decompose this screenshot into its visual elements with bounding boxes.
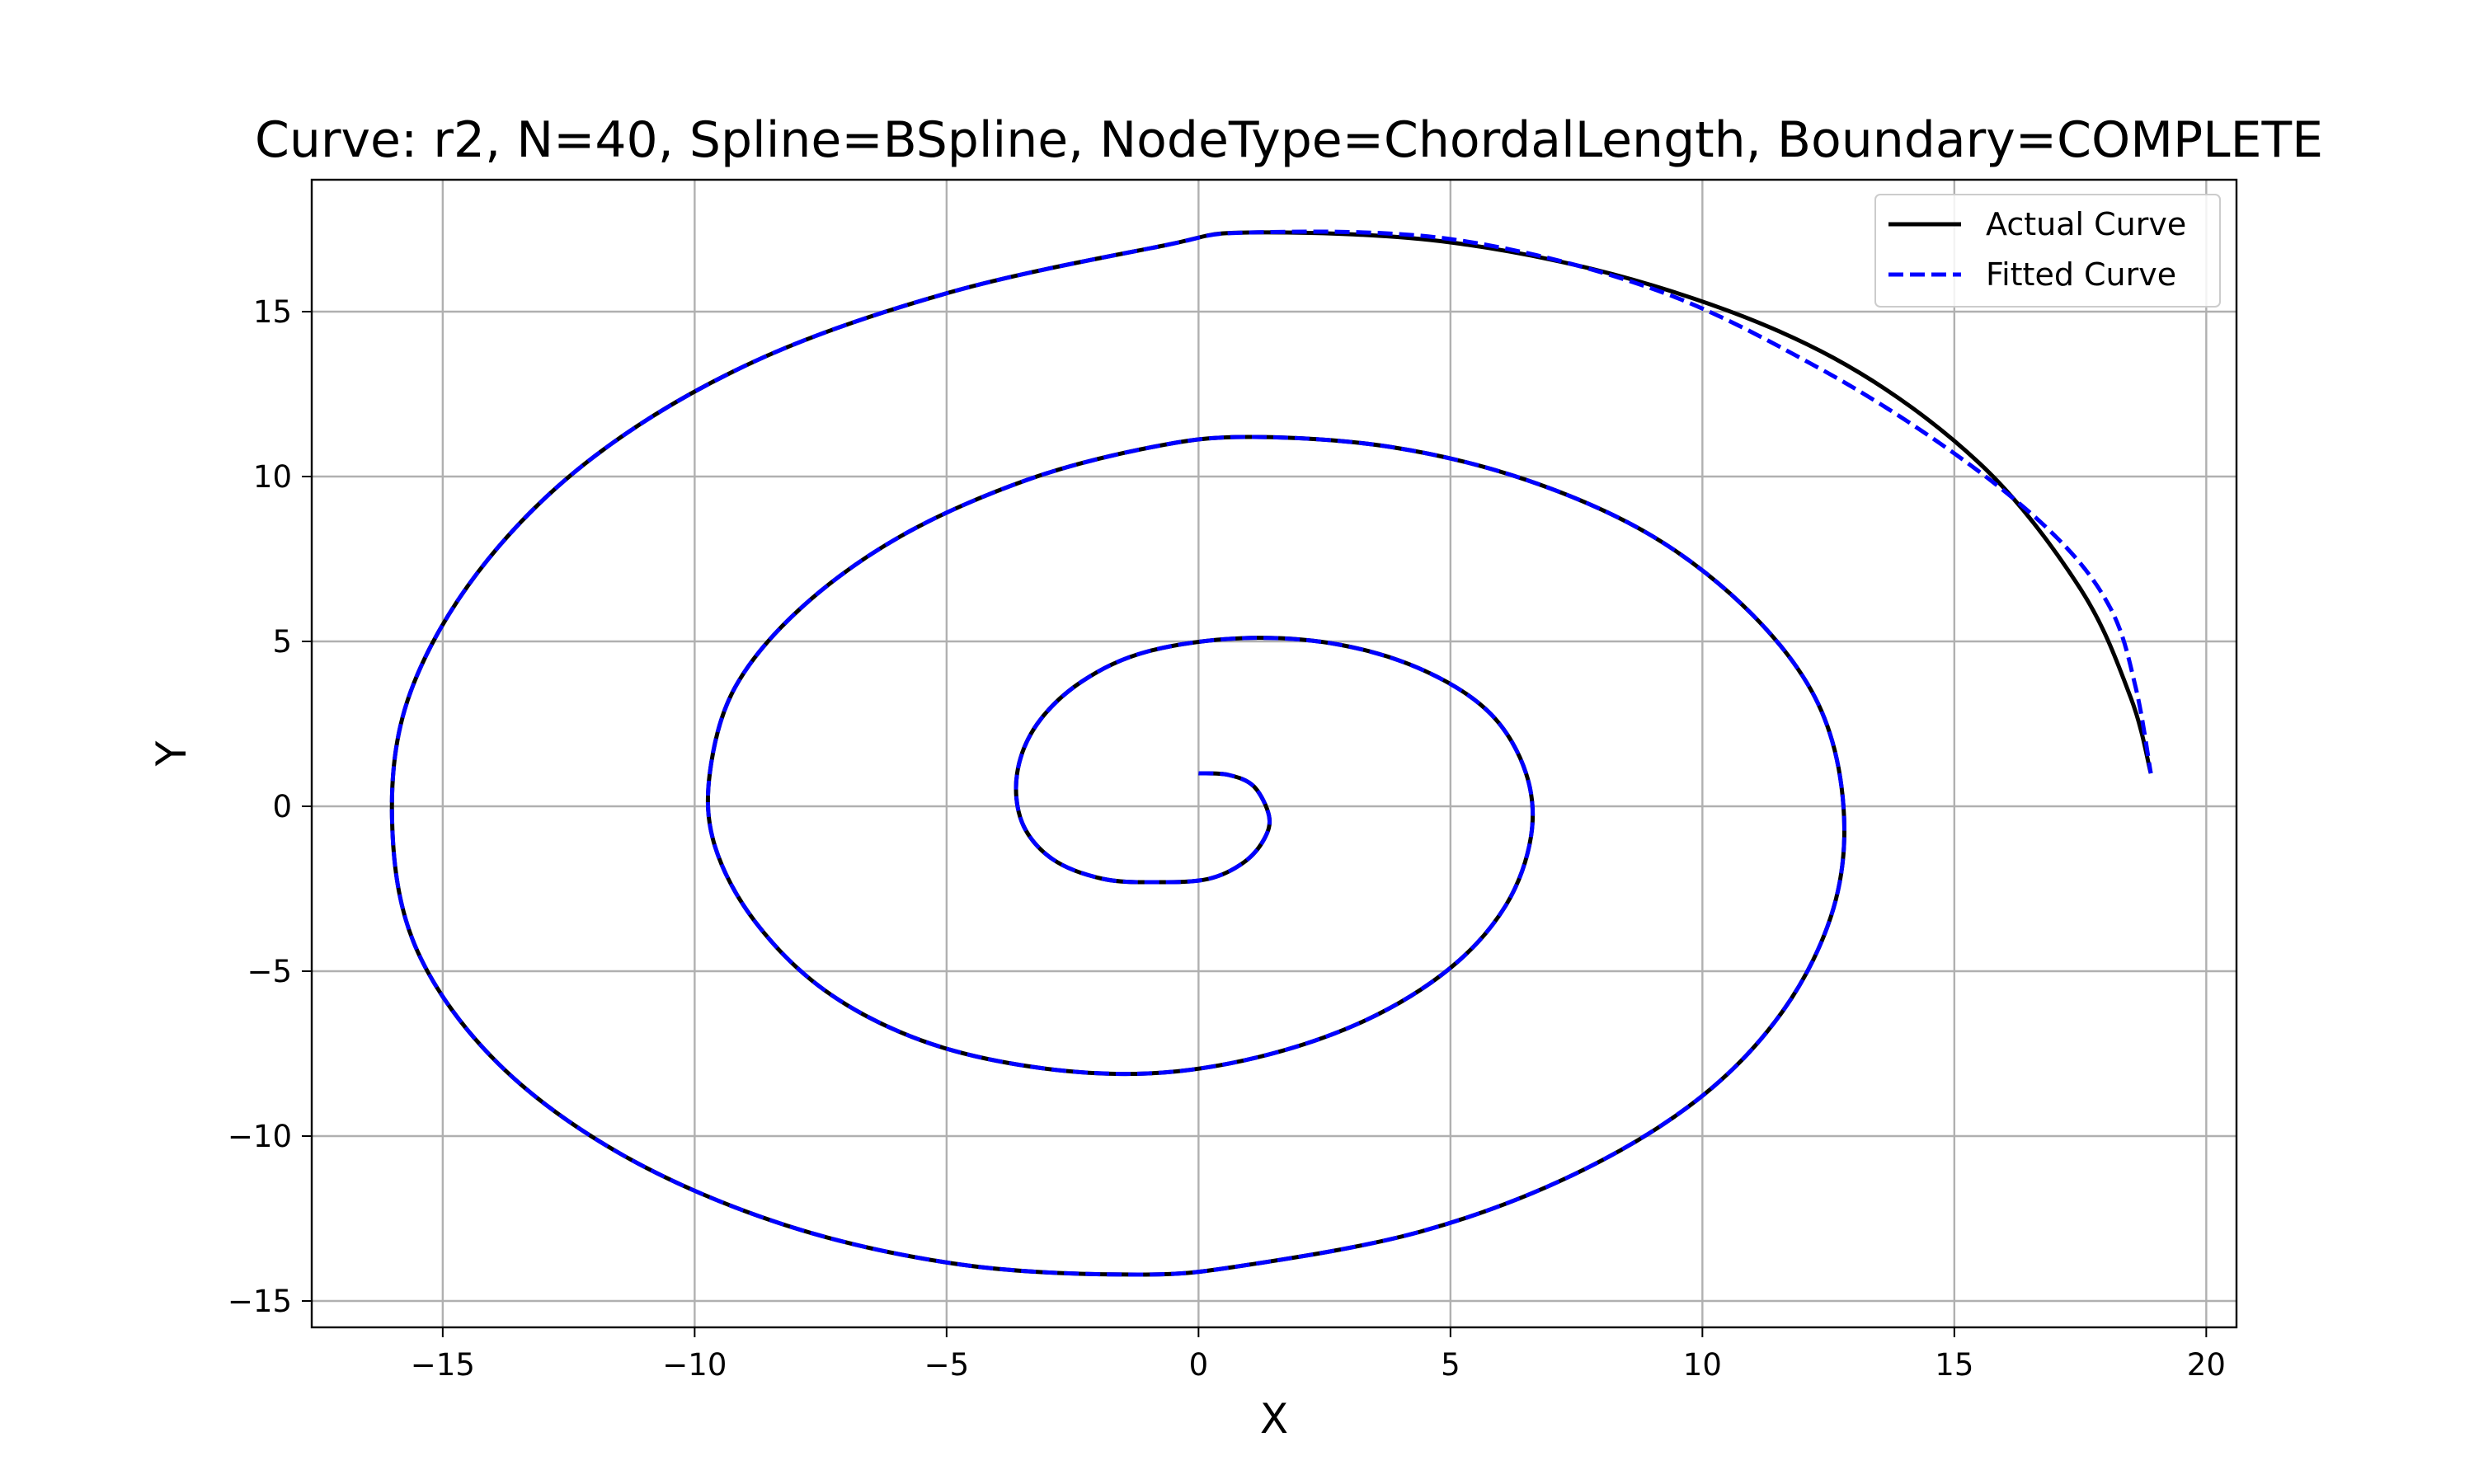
- x-tick-label: 20: [2187, 1347, 2226, 1383]
- y-tick-label: −5: [247, 954, 292, 989]
- axis-ticks: −15 −10 −5 0 5 10 15 20 −15 −10 −5 0 5 10 15: [228, 294, 2226, 1383]
- x-tick-label: −5: [924, 1347, 970, 1383]
- y-axis-label: Y: [148, 740, 195, 767]
- grid-lines: [312, 180, 2236, 1327]
- chart-title: Curve: r2, N=40, Spline=BSpline, NodeTyp…: [255, 111, 2323, 169]
- x-tick-label: −10: [662, 1347, 727, 1383]
- y-tick-label: −10: [228, 1119, 292, 1154]
- series-lines: [389, 229, 2153, 1277]
- y-tick-label: 5: [272, 624, 292, 660]
- fitted-curve-line: [389, 229, 2153, 1277]
- legend-box: [1874, 194, 2221, 308]
- y-tick-label: 10: [253, 459, 292, 495]
- x-tick-label: 0: [1189, 1347, 1209, 1383]
- x-tick-label: 10: [1683, 1347, 1722, 1383]
- y-tick-label: 15: [253, 294, 292, 330]
- legend-label-fitted-curve: Fitted Curve: [1986, 256, 2176, 293]
- x-tick-label: 5: [1441, 1347, 1460, 1383]
- x-tick-label: 15: [1935, 1347, 1973, 1383]
- y-tick-label: −15: [228, 1284, 292, 1319]
- legend: Actual Curve Fitted Curve: [1874, 194, 2221, 308]
- x-tick-label: −15: [411, 1347, 475, 1383]
- x-axis-label: X: [1260, 1395, 1288, 1443]
- legend-label-actual-curve: Actual Curve: [1986, 206, 2186, 242]
- plot-frame: [310, 178, 2238, 1329]
- y-tick-label: 0: [272, 789, 292, 824]
